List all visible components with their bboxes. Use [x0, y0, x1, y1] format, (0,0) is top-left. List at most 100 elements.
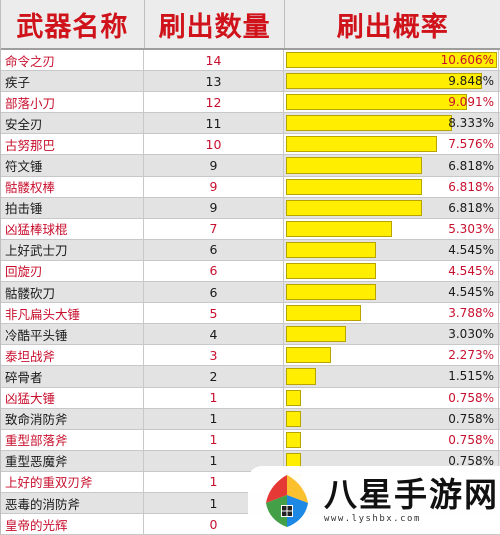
- drop-rate-label: 4.545%: [448, 242, 494, 257]
- drop-rate-label: 3.788%: [448, 306, 494, 321]
- site-watermark: 八星手游网 www.lyshbx.com: [248, 466, 500, 534]
- drop-rate-label: 0.758%: [448, 411, 494, 426]
- drop-rate-cell: 9.848%: [284, 71, 499, 92]
- drop-rate-cell: 4.545%: [284, 260, 499, 282]
- drop-rate-bar: [286, 262, 377, 280]
- drop-count: 11: [144, 113, 284, 134]
- drop-rate-cell: 10.606%: [284, 50, 499, 71]
- header-drop-rate: 刷出概率: [285, 0, 500, 48]
- drop-rate-bar: [286, 94, 467, 111]
- weapon-name: 非凡扁头大锤: [1, 303, 144, 324]
- weapon-name: 皇帝的光辉: [1, 514, 144, 535]
- weapon-name: 安全刃: [1, 113, 144, 134]
- drop-rate-cell: 3.030%: [284, 324, 499, 345]
- table-row: 疾子 13 9.848%: [1, 71, 500, 93]
- weapon-name: 碎骨者: [1, 366, 144, 387]
- drop-rate-cell: 6.818%: [284, 155, 499, 176]
- drop-rate-bar: [286, 52, 497, 69]
- drop-count: 2: [144, 366, 284, 387]
- drop-rate-bar: [286, 115, 452, 132]
- drop-rate-cell: 9.091%: [284, 92, 499, 113]
- drop-rate-label: 8.333%: [448, 116, 494, 131]
- weapon-name: 重型恶魔斧: [1, 450, 144, 471]
- weapon-name: 重型部落斧: [1, 429, 144, 450]
- table-row: 符文锤 9 6.818%: [1, 155, 500, 177]
- drop-count: 6: [144, 239, 284, 260]
- drop-rate-bar: [286, 284, 377, 301]
- drop-rate-bar: [286, 157, 422, 174]
- drop-rate-label: 7.576%: [448, 137, 494, 152]
- drop-rate-bar: [286, 326, 347, 343]
- drop-count: 1: [144, 429, 284, 450]
- table-row: 凶猛棒球棍 7 5.303%: [1, 218, 500, 240]
- drop-count: 10: [144, 134, 284, 155]
- drop-rate-cell: 0.758%: [284, 387, 499, 408]
- drop-rate-label: 1.515%: [448, 369, 494, 384]
- drop-rate-cell: 4.545%: [284, 282, 499, 303]
- drop-count: 9: [144, 197, 284, 218]
- drop-count: 4: [144, 324, 284, 345]
- weapon-name: 恶毒的消防斧: [1, 492, 144, 514]
- drop-count: 5: [144, 303, 284, 324]
- table-row: 拍击锤 9 6.818%: [1, 197, 500, 219]
- weapon-name: 凶猛棒球棍: [1, 218, 144, 239]
- drop-count: 13: [144, 71, 284, 92]
- table-row: 回旋刃 6 4.545%: [1, 260, 500, 283]
- drop-rate-bar: [286, 347, 332, 364]
- drop-count: 1: [144, 450, 284, 471]
- drop-count: 7: [144, 218, 284, 239]
- table-row: 命令之刃 14 10.606%: [1, 50, 500, 72]
- drop-rate-cell: 4.545%: [284, 239, 499, 260]
- site-logo-icon: [266, 475, 308, 527]
- drop-rate-cell: 3.788%: [284, 303, 499, 324]
- weapon-name: 上好武士刀: [1, 239, 144, 260]
- drop-rate-label: 0.758%: [448, 432, 494, 447]
- weapon-name: 致命消防斧: [1, 408, 144, 429]
- weapon-name: 古努那巴: [1, 134, 144, 155]
- drop-rate-label: 4.545%: [448, 263, 494, 278]
- table-body: 命令之刃 14 10.606% 疾子 13 9.848% 部落小刀 12 9.091% 安全刃 11…: [1, 50, 500, 535]
- table-row: 碎骨者 2 1.515%: [1, 366, 500, 388]
- table-row: 凶猛大锤 1 0.758%: [1, 387, 500, 409]
- header-weapon-name: 武器名称: [1, 0, 145, 48]
- drop-rate-label: 3.030%: [448, 327, 494, 342]
- watermark-url: www.lyshbx.com: [324, 514, 421, 524]
- drop-rate-cell: 8.333%: [284, 113, 499, 134]
- drop-rate-cell: 2.273%: [284, 345, 499, 366]
- table-row: 重型部落斧 1 0.758%: [1, 429, 500, 451]
- drop-rate-cell: 6.818%: [284, 176, 499, 197]
- header-drop-count: 刷出数量: [145, 0, 286, 48]
- drop-rate-bar: [286, 431, 302, 448]
- weapon-name: 泰坦战斧: [1, 345, 144, 366]
- drop-rate-label: 6.818%: [448, 179, 494, 194]
- drop-rate-bar: [286, 73, 482, 90]
- weapon-name: 回旋刃: [1, 260, 144, 282]
- drop-count: 12: [144, 92, 284, 113]
- drop-rate-bar: [286, 178, 422, 195]
- drop-rate-bar: [286, 410, 302, 427]
- drop-rate-bar: [286, 389, 302, 406]
- table-row: 非凡扁头大锤 5 3.788%: [1, 303, 500, 325]
- weapon-name: 拍击锤: [1, 197, 144, 218]
- drop-rate-label: 5.303%: [448, 221, 494, 236]
- drop-rate-label: 0.758%: [448, 453, 494, 468]
- drop-rate-cell: 0.758%: [284, 408, 499, 429]
- table-row: 骷髅权棒 9 6.818%: [1, 176, 500, 198]
- drop-rate-bar: [286, 305, 362, 322]
- weapon-name: 命令之刃: [1, 50, 144, 71]
- weapon-name: 骷髅砍刀: [1, 282, 144, 303]
- table-row: 泰坦战斧 3 2.273%: [1, 345, 500, 367]
- weapon-name: 疾子: [1, 71, 144, 92]
- table-row: 冷酷平头锤 4 3.030%: [1, 324, 500, 346]
- table-row: 古努那巴 10 7.576%: [1, 134, 500, 156]
- table-row: 安全刃 11 8.333%: [1, 113, 500, 135]
- watermark-title: 八星手游网: [324, 475, 499, 514]
- drop-rate-label: 9.091%: [448, 95, 494, 110]
- drop-rate-bar: [286, 220, 392, 237]
- table-header: 武器名称 刷出数量 刷出概率: [1, 0, 500, 50]
- weapon-name: 骷髅权棒: [1, 176, 144, 197]
- weapon-name: 部落小刀: [1, 92, 144, 113]
- drop-count: 1: [144, 408, 284, 429]
- drop-rate-bar: [286, 136, 437, 153]
